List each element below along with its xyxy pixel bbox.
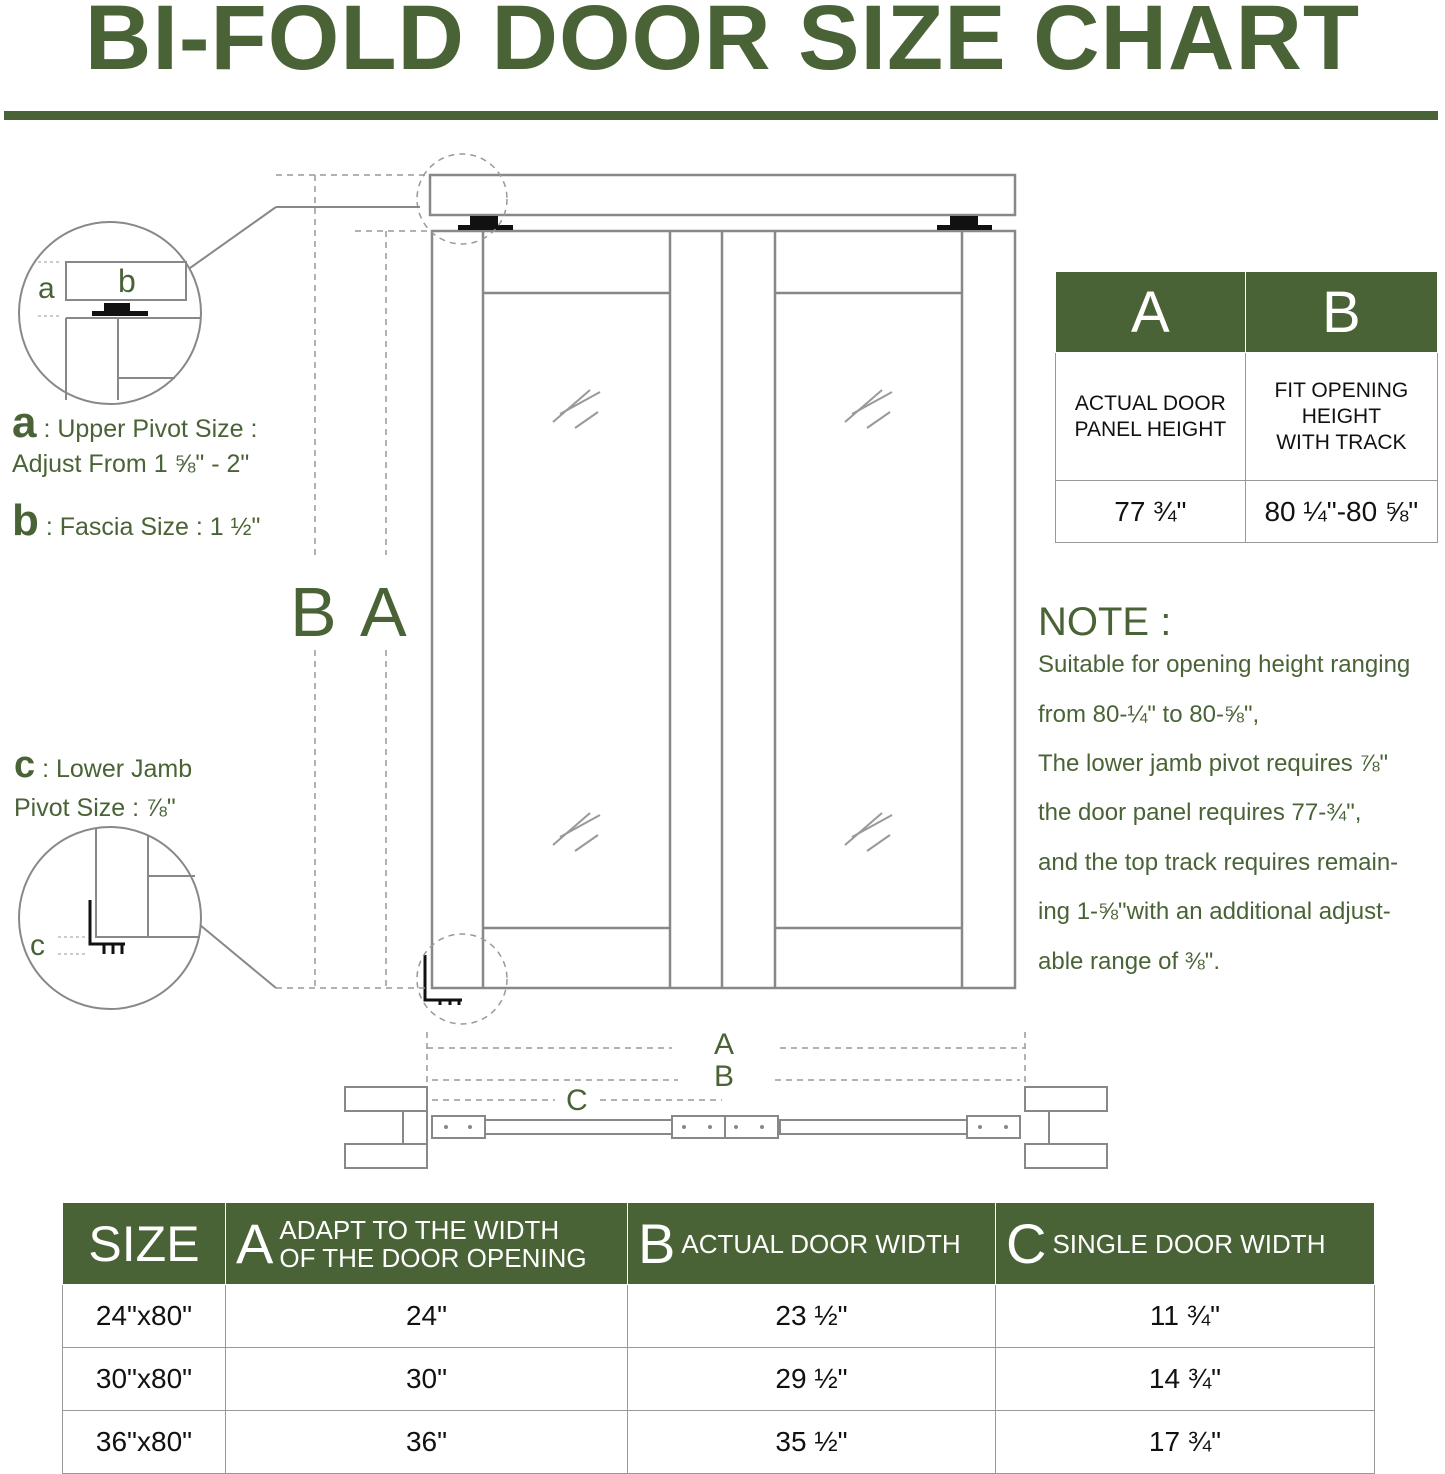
note-line: the door panel requires 77-¾", <box>1038 799 1362 826</box>
detail-a-text: a : Upper Pivot Size : <box>12 398 258 447</box>
note-line: from 80-¼" to 80-⅝", <box>1038 701 1260 728</box>
callout-label-a: a <box>38 272 55 305</box>
detail-c-text: c : Lower Jamb <box>14 744 193 786</box>
header-size: SIZE <box>62 1202 226 1285</box>
height-header-b: B <box>1244 271 1439 353</box>
dimension-lines <box>276 153 1026 1101</box>
height-label-b: FIT OPENING HEIGHT WITH TRACK <box>1244 352 1439 481</box>
note-title: NOTE : <box>1038 600 1172 644</box>
table-row: 24"x80" 24" 23 ½" 11 ¾" <box>62 1284 1375 1348</box>
page-title: BI-FOLD DOOR SIZE CHART <box>84 0 1361 89</box>
top-pivots <box>458 216 992 230</box>
height-label-a: ACTUAL DOOR PANEL HEIGHT <box>1055 352 1246 481</box>
door-outline <box>430 229 1017 990</box>
header-c: C SINGLE DOOR WIDTH <box>995 1202 1375 1285</box>
height-header-a: A <box>1055 271 1246 353</box>
height-value-b: 80 ¼"-80 ⅝" <box>1244 480 1439 543</box>
table-row: 36"x80" 36" 35 ½" 17 ¾" <box>62 1410 1375 1474</box>
dimension-label-a: A <box>360 573 407 651</box>
callout-label-c: c <box>30 929 45 962</box>
height-value-a: 77 ¾" <box>1055 480 1246 543</box>
header-a: A ADAPT TO THE WIDTH OF THE DOOR OPENING <box>225 1202 628 1285</box>
dimension-label-b: B <box>290 573 337 651</box>
note-line: The lower jamb pivot requires ⅞" <box>1038 750 1389 777</box>
plan-view <box>344 1086 1108 1169</box>
width-label-b: B <box>714 1060 734 1093</box>
detail-callouts <box>18 206 420 1010</box>
title-divider <box>4 111 1438 120</box>
bottom-pivot <box>423 955 462 1005</box>
detail-a-range: Adjust From 1 ⅝" - 2" <box>12 450 250 478</box>
glass-reflection-marks <box>552 389 893 852</box>
table-row: 30"x80" 30" 29 ½" 14 ¾" <box>62 1347 1375 1411</box>
note-line: Suitable for opening height ranging <box>1038 651 1411 678</box>
note-line: and the top track requires remain- <box>1038 849 1399 876</box>
detail-c-size: Pivot Size : ⅞" <box>14 794 176 822</box>
note-line: able range of ⅜". <box>1038 948 1220 975</box>
width-label-c: C <box>566 1084 588 1117</box>
note-line: ing 1-⅝"with an additional adjust- <box>1038 898 1391 925</box>
detail-b-text: b : Fascia Size : 1 ½" <box>12 496 261 545</box>
width-label-a: A <box>714 1028 734 1061</box>
callout-label-b: b <box>118 263 136 299</box>
header-b: B ACTUAL DOOR WIDTH <box>627 1202 996 1285</box>
width-table: SIZE A ADAPT TO THE WIDTH OF THE DOOR OPE… <box>62 1202 1375 1474</box>
top-track <box>428 173 1017 217</box>
